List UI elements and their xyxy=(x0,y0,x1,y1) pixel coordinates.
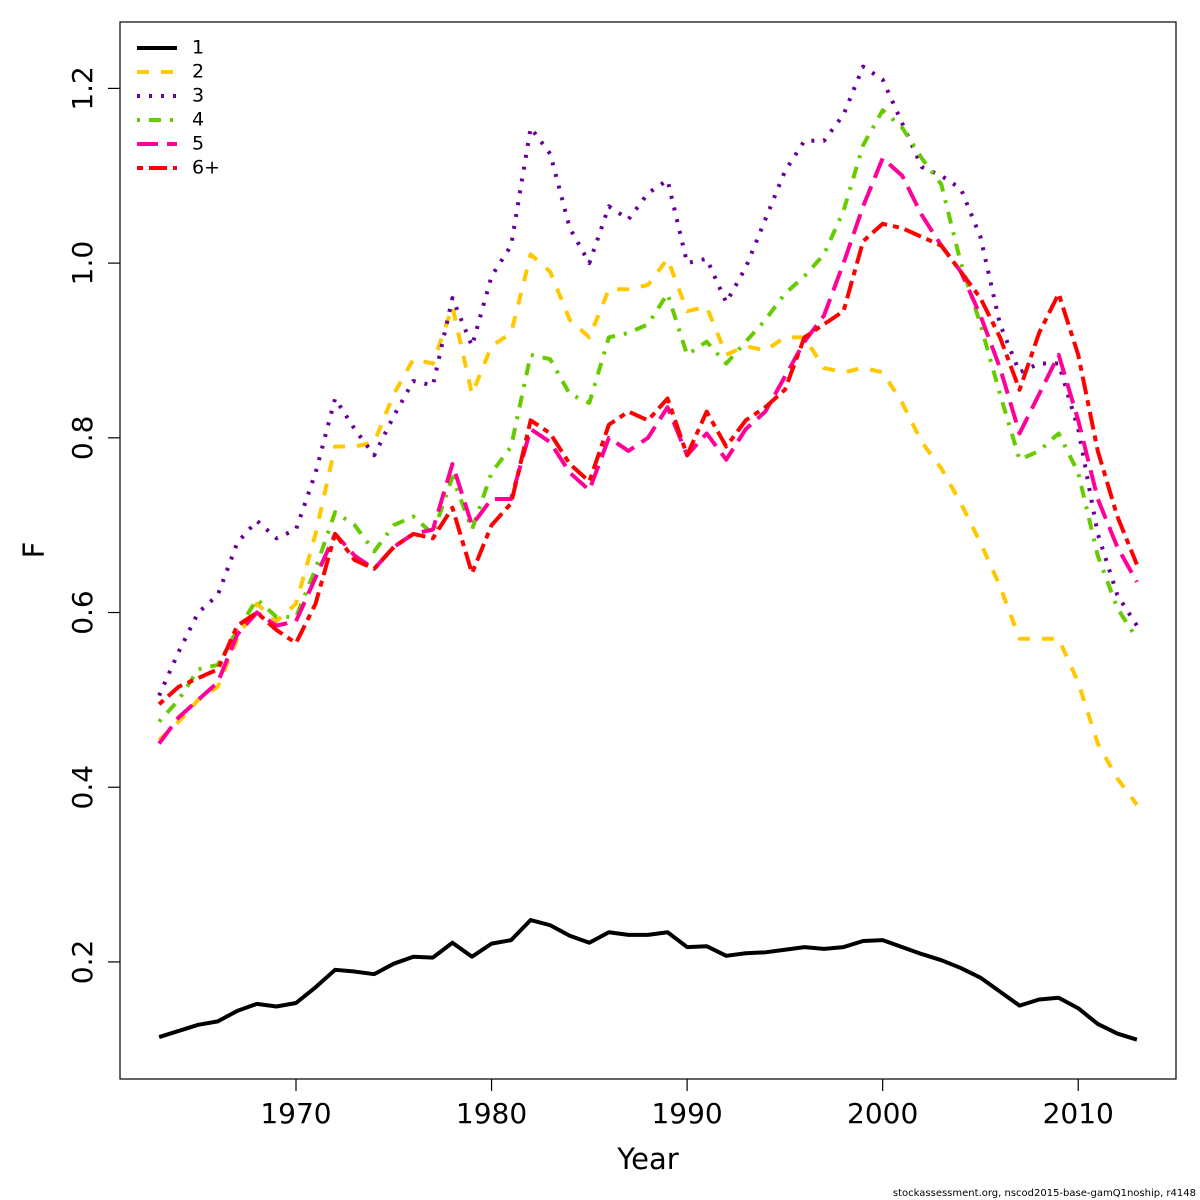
legend-label: 4 xyxy=(192,109,204,131)
legend-label: 2 xyxy=(192,61,204,83)
y-tick-label: 0.2 xyxy=(66,940,99,985)
series-line xyxy=(157,252,1139,806)
y-tick-label: 0.6 xyxy=(66,590,99,635)
x-tick-label: 2010 xyxy=(1043,1097,1114,1130)
caption: stockassessment.org, nscod2015-base-gamQ… xyxy=(893,1188,1196,1199)
series-line xyxy=(157,64,1139,697)
y-tick-label: 0.8 xyxy=(66,416,99,461)
x-tick-label: 1970 xyxy=(260,1097,331,1130)
x-tick-label: 2000 xyxy=(847,1097,918,1130)
x-tick-label: 1980 xyxy=(456,1097,527,1130)
y-tick-label: 1.2 xyxy=(66,66,99,111)
legend-label: 6+ xyxy=(192,157,220,179)
x-axis-title: Year xyxy=(616,1142,678,1176)
y-tick-label: 1.0 xyxy=(66,241,99,286)
series-line xyxy=(158,918,1138,1042)
y-axis-title: F xyxy=(17,542,51,559)
plot-frame xyxy=(119,21,1177,1080)
series-line xyxy=(157,156,1139,745)
series-line xyxy=(157,108,1139,724)
legend-label: 5 xyxy=(192,133,204,155)
legend-label: 1 xyxy=(192,37,204,59)
legend-label: 3 xyxy=(192,85,204,107)
x-tick-label: 1990 xyxy=(651,1097,722,1130)
y-tick-label: 0.4 xyxy=(66,765,99,810)
